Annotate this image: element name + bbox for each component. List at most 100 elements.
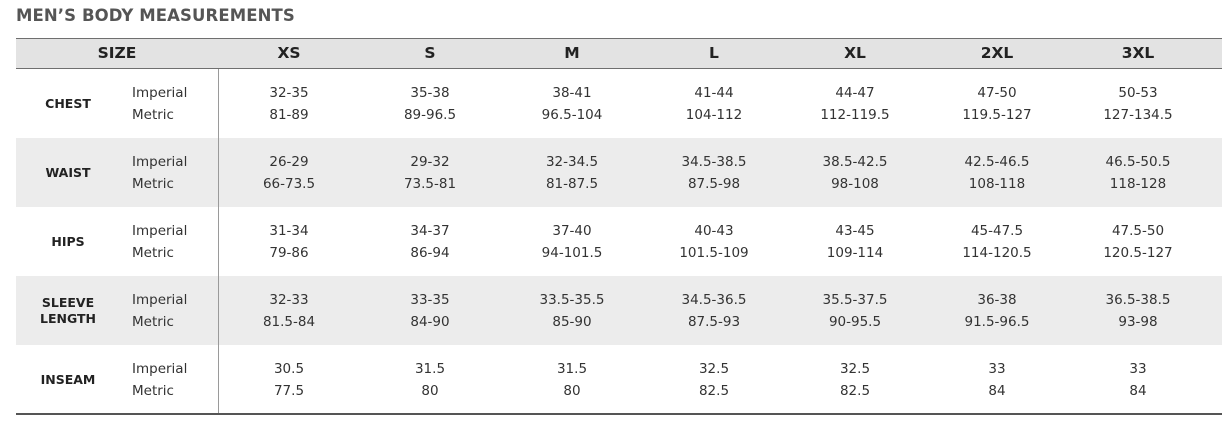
column-divider: [218, 69, 219, 414]
metric-value: 96.5-104: [541, 107, 603, 123]
imperial-label: Imperial: [132, 154, 188, 170]
table-row: INSEAM Imperial Metric 30.5 77.5 31.5 80 3…: [16, 345, 1222, 414]
imperial-value: 31.5: [556, 361, 588, 377]
metric-value: 98-108: [831, 176, 879, 192]
metric-value: 112-119.5: [820, 107, 890, 123]
unit-labels: Imperial Metric: [132, 220, 187, 264]
unit-labels: Imperial Metric: [132, 82, 187, 126]
cell: 36.5-38.5 93-98: [1078, 289, 1198, 333]
cell: 32.5 82.5: [795, 358, 915, 402]
imperial-value: 38-41: [552, 85, 592, 101]
imperial-value: 33.5-35.5: [539, 292, 605, 308]
metric-value: 86-94: [410, 245, 450, 261]
cell: 46.5-50.5 118-128: [1078, 151, 1198, 195]
imperial-value: 26-29: [269, 154, 309, 170]
cell: 45-47.5 114-120.5: [937, 220, 1057, 264]
imperial-value: 46.5-50.5: [1105, 154, 1171, 170]
page-title: MEN’S BODY MEASUREMENTS: [16, 6, 295, 25]
imperial-value: 36-38: [977, 292, 1017, 308]
cell: 44-47 112-119.5: [795, 82, 915, 126]
row-label: CHEST: [45, 95, 91, 111]
unit-labels: Imperial Metric: [132, 151, 187, 195]
cell: 35.5-37.5 90-95.5: [795, 289, 915, 333]
cell: 38.5-42.5 98-108: [795, 151, 915, 195]
imperial-value: 34.5-36.5: [681, 292, 747, 308]
cell: 41-44 104-112: [654, 82, 774, 126]
imperial-value: 30.5: [273, 361, 305, 377]
imperial-value: 31.5: [414, 361, 446, 377]
metric-value: 87.5-93: [687, 314, 741, 330]
metric-label: Metric: [132, 245, 174, 261]
size-3xl-header: 3XL: [1121, 44, 1155, 62]
cell: 26-29 66-73.5: [229, 151, 349, 195]
row-label: WAIST: [45, 164, 91, 180]
imperial-value: 38.5-42.5: [822, 154, 888, 170]
unit-labels: Imperial Metric: [132, 358, 187, 402]
cell: 34-37 86-94: [370, 220, 490, 264]
cell: 33 84: [1078, 358, 1198, 402]
metric-value: 81-87.5: [545, 176, 599, 192]
table-row: SLEEVE LENGTH Imperial Metric 32-33 81.5-…: [16, 276, 1222, 345]
metric-value: 119.5-127: [962, 107, 1032, 123]
size-l-header: L: [709, 44, 719, 62]
cell: 50-53 127-134.5: [1078, 82, 1198, 126]
table-row: HIPS Imperial Metric 31-34 79-86 34-37 86-…: [16, 207, 1222, 276]
imperial-value: 32.5: [839, 361, 871, 377]
size-s-header: S: [424, 44, 436, 62]
imperial-label: Imperial: [132, 85, 188, 101]
imperial-value: 36.5-38.5: [1105, 292, 1171, 308]
cell: 33 84: [937, 358, 1057, 402]
metric-value: 87.5-98: [687, 176, 741, 192]
imperial-value: 32-34.5: [545, 154, 599, 170]
cell: 32.5 82.5: [654, 358, 774, 402]
metric-label: Metric: [132, 107, 174, 123]
cell: 32-35 81-89: [229, 82, 349, 126]
metric-value: 84-90: [410, 314, 450, 330]
metric-value: 93-98: [1118, 314, 1158, 330]
size-m-header: M: [564, 44, 580, 62]
imperial-value: 42.5-46.5: [964, 154, 1030, 170]
imperial-value: 34.5-38.5: [681, 154, 747, 170]
size-xl-header: XL: [844, 44, 866, 62]
metric-value: 80: [421, 383, 439, 399]
metric-value: 84: [988, 383, 1006, 399]
cell: 31.5 80: [512, 358, 632, 402]
table-row: WAIST Imperial Metric 26-29 66-73.5 29-32…: [16, 138, 1222, 207]
imperial-value: 47-50: [977, 85, 1017, 101]
metric-value: 91.5-96.5: [964, 314, 1030, 330]
metric-label: Metric: [132, 383, 174, 399]
imperial-label: Imperial: [132, 223, 188, 239]
metric-value: 82.5: [839, 383, 871, 399]
metric-value: 66-73.5: [262, 176, 316, 192]
cell: 38-41 96.5-104: [512, 82, 632, 126]
cell: 42.5-46.5 108-118: [937, 151, 1057, 195]
metric-value: 108-118: [968, 176, 1026, 192]
cell: 36-38 91.5-96.5: [937, 289, 1057, 333]
row-label: SLEEVE LENGTH: [40, 294, 96, 326]
imperial-label: Imperial: [132, 292, 188, 308]
metric-value: 81.5-84: [262, 314, 316, 330]
metric-label: Metric: [132, 176, 174, 192]
row-label: HIPS: [51, 233, 85, 249]
metric-value: 81-89: [269, 107, 309, 123]
imperial-label: Imperial: [132, 361, 188, 377]
cell: 43-45 109-114: [795, 220, 915, 264]
imperial-value: 47.5-50: [1111, 223, 1165, 239]
imperial-value: 41-44: [694, 85, 734, 101]
imperial-value: 35-38: [410, 85, 450, 101]
table-bottom-rule: [16, 413, 1222, 415]
cell: 31-34 79-86: [229, 220, 349, 264]
cell: 33.5-35.5 85-90: [512, 289, 632, 333]
metric-value: 127-134.5: [1103, 107, 1173, 123]
cell: 32-34.5 81-87.5: [512, 151, 632, 195]
cell: 29-32 73.5-81: [370, 151, 490, 195]
metric-value: 114-120.5: [962, 245, 1032, 261]
metric-label: Metric: [132, 314, 174, 330]
metric-value: 94-101.5: [541, 245, 603, 261]
metric-value: 79-86: [269, 245, 309, 261]
imperial-value: 45-47.5: [970, 223, 1024, 239]
imperial-value: 32-35: [269, 85, 309, 101]
metric-value: 90-95.5: [828, 314, 882, 330]
imperial-value: 35.5-37.5: [822, 292, 888, 308]
imperial-value: 50-53: [1118, 85, 1158, 101]
